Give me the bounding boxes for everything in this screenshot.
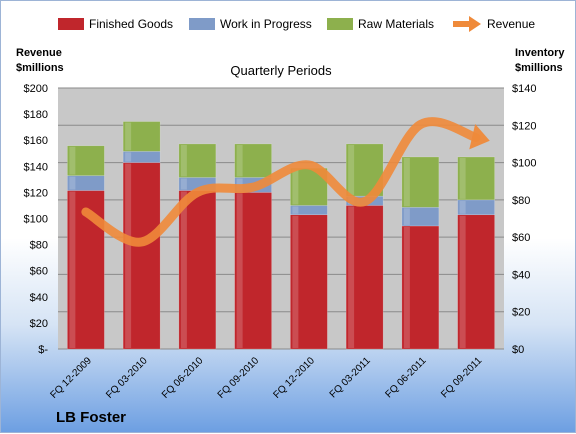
left-tick-label: $120	[24, 187, 48, 199]
right-tick-label: $140	[512, 83, 536, 95]
right-tick-label: $100	[512, 158, 536, 170]
right-tick-label: $40	[512, 269, 530, 281]
legend-swatch-finished-goods	[58, 18, 84, 30]
chart-subtitle: Quarterly Periods	[230, 63, 332, 78]
left-tick-label: $80	[30, 240, 48, 252]
bar-highlight	[292, 169, 298, 204]
bar-highlight	[69, 147, 75, 175]
bar-highlight	[181, 178, 187, 189]
legend-label-revenue: Revenue	[487, 17, 535, 31]
legend-arrowhead-revenue	[469, 16, 481, 32]
right-axis-title-line2: $millions	[515, 62, 563, 74]
bar-highlight	[404, 158, 410, 206]
bar-highlight	[292, 206, 298, 213]
x-tick-label: FQ 06-2010	[160, 355, 206, 401]
legend-swatch-raw-materials	[327, 18, 353, 30]
bar-highlight	[125, 123, 131, 151]
bar-highlight	[69, 177, 75, 190]
bar-highlight	[292, 216, 298, 348]
right-tick-label: $80	[512, 195, 530, 207]
left-tick-label: $140	[24, 161, 48, 173]
legend-label-raw-materials: Raw Materials	[358, 17, 434, 31]
bar-highlight	[237, 193, 243, 348]
left-tick-label: $180	[24, 109, 48, 121]
bar-highlight	[460, 158, 466, 199]
right-tick-label: $120	[512, 120, 536, 132]
left-axis-title-line2: $millions	[16, 62, 64, 74]
x-tick-label: FQ 03-2010	[104, 355, 150, 401]
x-tick-label: FQ 03-2011	[328, 355, 373, 400]
x-tick-label: FQ 09-2011	[439, 355, 484, 400]
right-tick-label: $60	[512, 232, 530, 244]
x-tick-label: FQ 09-2010	[216, 355, 262, 401]
bar-highlight	[460, 216, 466, 348]
left-axis-title-line1: Revenue	[16, 47, 62, 59]
legend-swatch-work-in-progress	[189, 18, 215, 30]
bar-highlight	[348, 145, 354, 195]
bar-highlight	[125, 152, 131, 161]
company-name: LB Foster	[56, 409, 126, 426]
right-axis: $0 $20 $40 $60 $80 $100 $120 $140	[512, 83, 536, 356]
bar-highlight	[237, 145, 243, 177]
bar-highlight	[181, 145, 187, 177]
bar-highlight	[125, 164, 131, 348]
bar-highlight	[460, 201, 466, 214]
left-tick-label: $60	[30, 266, 48, 278]
left-axis: $- $20 $40 $60 $80 $100 $120 $140 $160 $180 $200	[24, 83, 49, 356]
left-tick-label: $20	[30, 318, 48, 330]
right-tick-label: $0	[512, 344, 524, 356]
left-tick-label: $160	[24, 135, 48, 147]
left-tick-label: $200	[24, 83, 48, 95]
legend: Finished Goods Work in Progress Raw Mate…	[58, 16, 535, 32]
left-tick-label: $40	[30, 292, 48, 304]
legend-label-finished-goods: Finished Goods	[89, 17, 173, 31]
bar-highlight	[404, 208, 410, 225]
bar-highlight	[348, 206, 354, 348]
bar-highlight	[69, 192, 75, 348]
right-tick-label: $20	[512, 307, 530, 319]
right-axis-title-line1: Inventory	[515, 47, 565, 59]
bar-highlight	[404, 227, 410, 348]
x-tick-label: FQ 12-2010	[271, 355, 317, 401]
x-tick-label: FQ 12-2009	[48, 355, 94, 401]
x-tick-label: FQ 06-2011	[384, 355, 429, 400]
legend-label-work-in-progress: Work in Progress	[220, 17, 312, 31]
left-tick-label: $100	[24, 214, 48, 226]
left-tick-label: $-	[38, 344, 48, 356]
bar-highlight	[181, 192, 187, 348]
